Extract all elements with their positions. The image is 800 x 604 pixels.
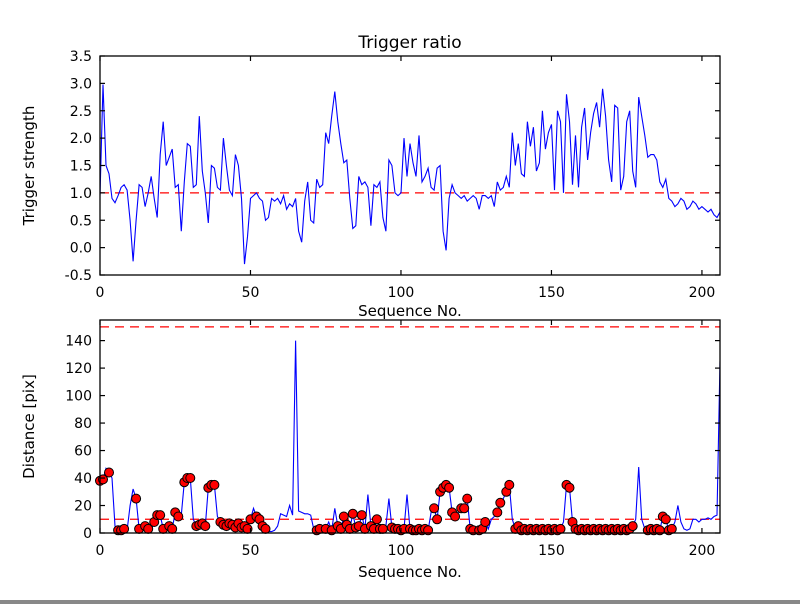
top-x-tick-label: 0 (96, 285, 105, 301)
bottom-marker-point (429, 503, 440, 514)
top-y-tick-label: 1.5 (70, 159, 92, 175)
top-x-tick-label: 100 (388, 285, 415, 301)
bottom-x-tick-label: 100 (388, 543, 415, 559)
bottom-marker-point (432, 514, 443, 525)
bottom-marker-point (119, 523, 130, 534)
bottom-marker-point (459, 503, 470, 514)
bottom-marker-point (564, 482, 575, 493)
bottom-marker-point (666, 523, 677, 534)
bottom-marker-point (185, 473, 196, 483)
bottom-marker-point (371, 514, 382, 525)
top-y-tick-label: 1.0 (70, 186, 92, 202)
bottom-marker-point (504, 479, 515, 490)
bottom-marker-point (200, 521, 211, 532)
bottom-marker-point (209, 479, 220, 490)
bottom-marker-point (347, 508, 358, 519)
bottom-marker-point (377, 523, 388, 534)
bottom-marker-point (444, 482, 455, 493)
top-y-tick-label: 0.5 (70, 213, 92, 229)
top-y-axis-label: Trigger strength (20, 106, 38, 227)
bottom-marker-point (173, 511, 184, 522)
bottom-x-tick-label: 150 (538, 543, 565, 559)
top-y-tick-label: 3.0 (70, 76, 92, 92)
bottom-y-tick-label: 40 (74, 471, 92, 487)
bottom-y-tick-label: 140 (65, 334, 92, 350)
bottom-marker-point (492, 507, 503, 518)
bottom-y-tick-label: 100 (65, 389, 92, 405)
bottom-marker-point (462, 493, 473, 504)
bottom-marker-point (260, 523, 271, 534)
bottom-x-tick-label: 0 (96, 543, 105, 559)
top-x-tick-label: 150 (538, 285, 565, 301)
top-y-tick-label: -0.5 (65, 268, 92, 284)
top-chart-title: Trigger ratio (357, 33, 461, 53)
top-y-tick-label: 0.0 (70, 241, 92, 257)
bottom-marker-point (155, 510, 166, 521)
bottom-y-tick-label: 80 (74, 416, 92, 432)
bottom-marker-point (356, 510, 367, 521)
bottom-y-tick-label: 20 (74, 499, 92, 515)
bottom-x-axis-label: Sequence No. (358, 563, 462, 581)
bottom-marker-point (104, 467, 114, 478)
bottom-marker-point (495, 497, 506, 508)
top-y-tick-label: 2.0 (70, 131, 92, 147)
bottom-chart-frame (99, 319, 721, 534)
bottom-marker-point (555, 523, 566, 534)
bottom-marker-point (450, 511, 461, 522)
bottom-marker-point (627, 521, 638, 532)
bottom-x-tick-label: 200 (689, 543, 716, 559)
bottom-x-tick-label: 50 (242, 543, 260, 559)
top-chart-frame (99, 55, 721, 276)
bottom-y-axis-label: Distance [pix] (20, 374, 38, 479)
top-x-tick-label: 200 (689, 285, 716, 301)
bottom-y-tick-label: 0 (83, 526, 92, 542)
top-series-line-trigger-strength (100, 84, 720, 265)
bottom-series-line-distance (100, 340, 720, 533)
bottom-y-tick-label: 60 (74, 444, 92, 460)
bottom-marker-point (131, 493, 142, 504)
top-y-tick-label: 3.5 (70, 49, 92, 65)
bottom-y-tick-label: 120 (65, 361, 92, 377)
bottom-marker-point (98, 474, 108, 485)
bottom-marker-point (480, 517, 491, 527)
bottom-marker-point (338, 511, 349, 522)
bottom-marker-point (167, 523, 178, 534)
top-x-axis-label: Sequence No. (358, 302, 462, 320)
bottom-marker-point (660, 514, 671, 525)
top-x-tick-label: 50 (242, 285, 260, 301)
top-y-tick-label: 2.5 (70, 104, 92, 120)
